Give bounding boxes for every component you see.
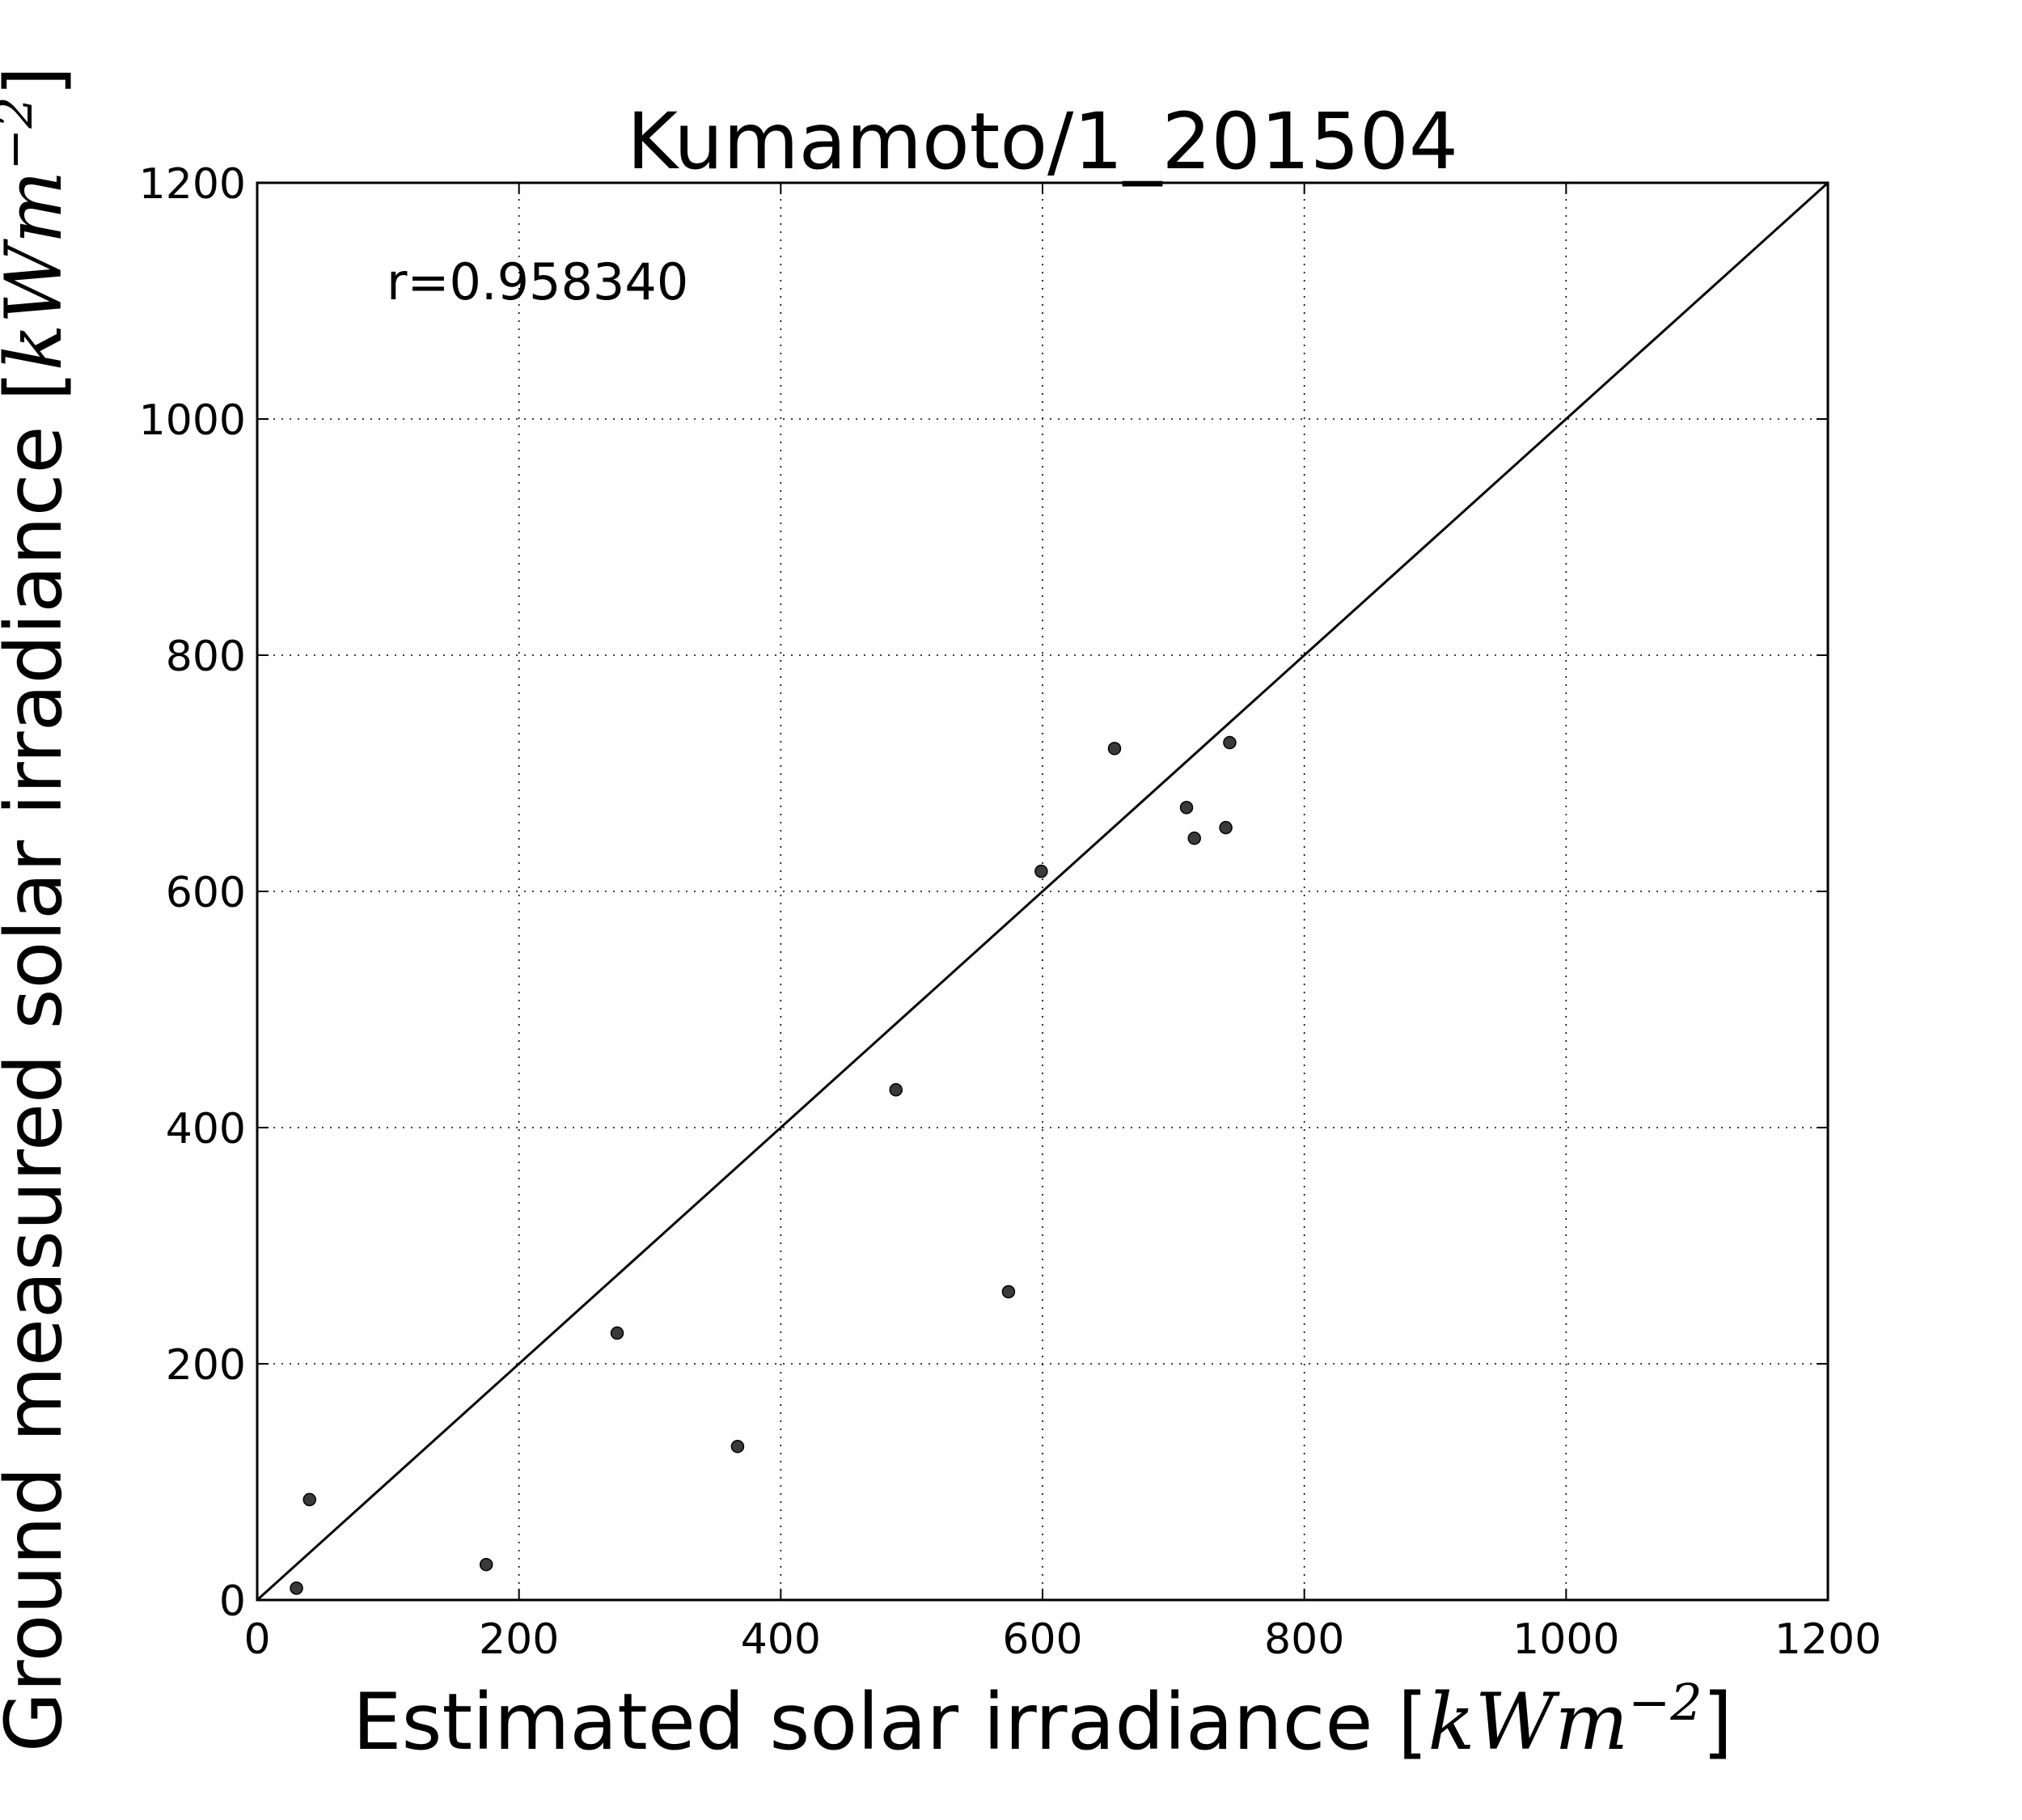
x-axis-unit-exponent: −2 — [1628, 1673, 1702, 1732]
data-point — [889, 1083, 903, 1097]
x-axis-label-text: Estimated solar irradiance — [353, 1677, 1373, 1767]
data-point — [610, 1326, 624, 1340]
y-tick-label: 200 — [166, 1341, 246, 1390]
data-point — [1187, 832, 1201, 845]
data-point — [1001, 1285, 1016, 1299]
correlation-annotation: r=0.958340 — [387, 252, 688, 311]
data-point — [479, 1557, 493, 1572]
x-tick-label: 200 — [479, 1615, 559, 1664]
data-point — [290, 1581, 303, 1595]
y-tick-label: 600 — [166, 869, 246, 917]
y-axis-label: Ground measured solar irradiance [kWm−2] — [0, 66, 79, 1753]
y-tick-label: 0 — [219, 1577, 246, 1626]
y-axis-label-text: Ground measured solar irradiance — [0, 425, 79, 1752]
y-axis-unit-exponent: −2 — [0, 96, 44, 170]
x-tick-label: 1000 — [1512, 1615, 1619, 1664]
reference-line-y-equals-x — [256, 181, 1830, 1602]
data-point — [1107, 742, 1122, 756]
axis-ticks — [256, 182, 1829, 1601]
y-tick-label: 800 — [166, 633, 246, 681]
x-tick-label: 0 — [243, 1615, 270, 1664]
chart-title: Kumamoto/1_201504 — [627, 96, 1458, 187]
x-tick-label: 600 — [1002, 1615, 1082, 1664]
data-points — [290, 735, 1237, 1595]
y-tick-label: 1000 — [139, 396, 246, 445]
x-tick-label: 800 — [1264, 1615, 1344, 1664]
x-tick-label: 400 — [741, 1615, 821, 1664]
y-axis-unit: kWm — [0, 171, 79, 371]
y-tick-label: 1200 — [139, 160, 246, 209]
y-tick-label: 400 — [166, 1105, 246, 1153]
x-axis-label: Estimated solar irradiance [kWm−2] — [353, 1673, 1732, 1767]
x-tick-label: 1200 — [1775, 1615, 1881, 1664]
data-point — [1034, 864, 1048, 878]
data-point — [302, 1492, 316, 1507]
data-point — [1219, 820, 1233, 835]
data-point — [1223, 735, 1237, 750]
data-point — [730, 1439, 745, 1454]
x-axis-unit: kWm — [1428, 1677, 1628, 1767]
data-point — [1179, 801, 1194, 815]
